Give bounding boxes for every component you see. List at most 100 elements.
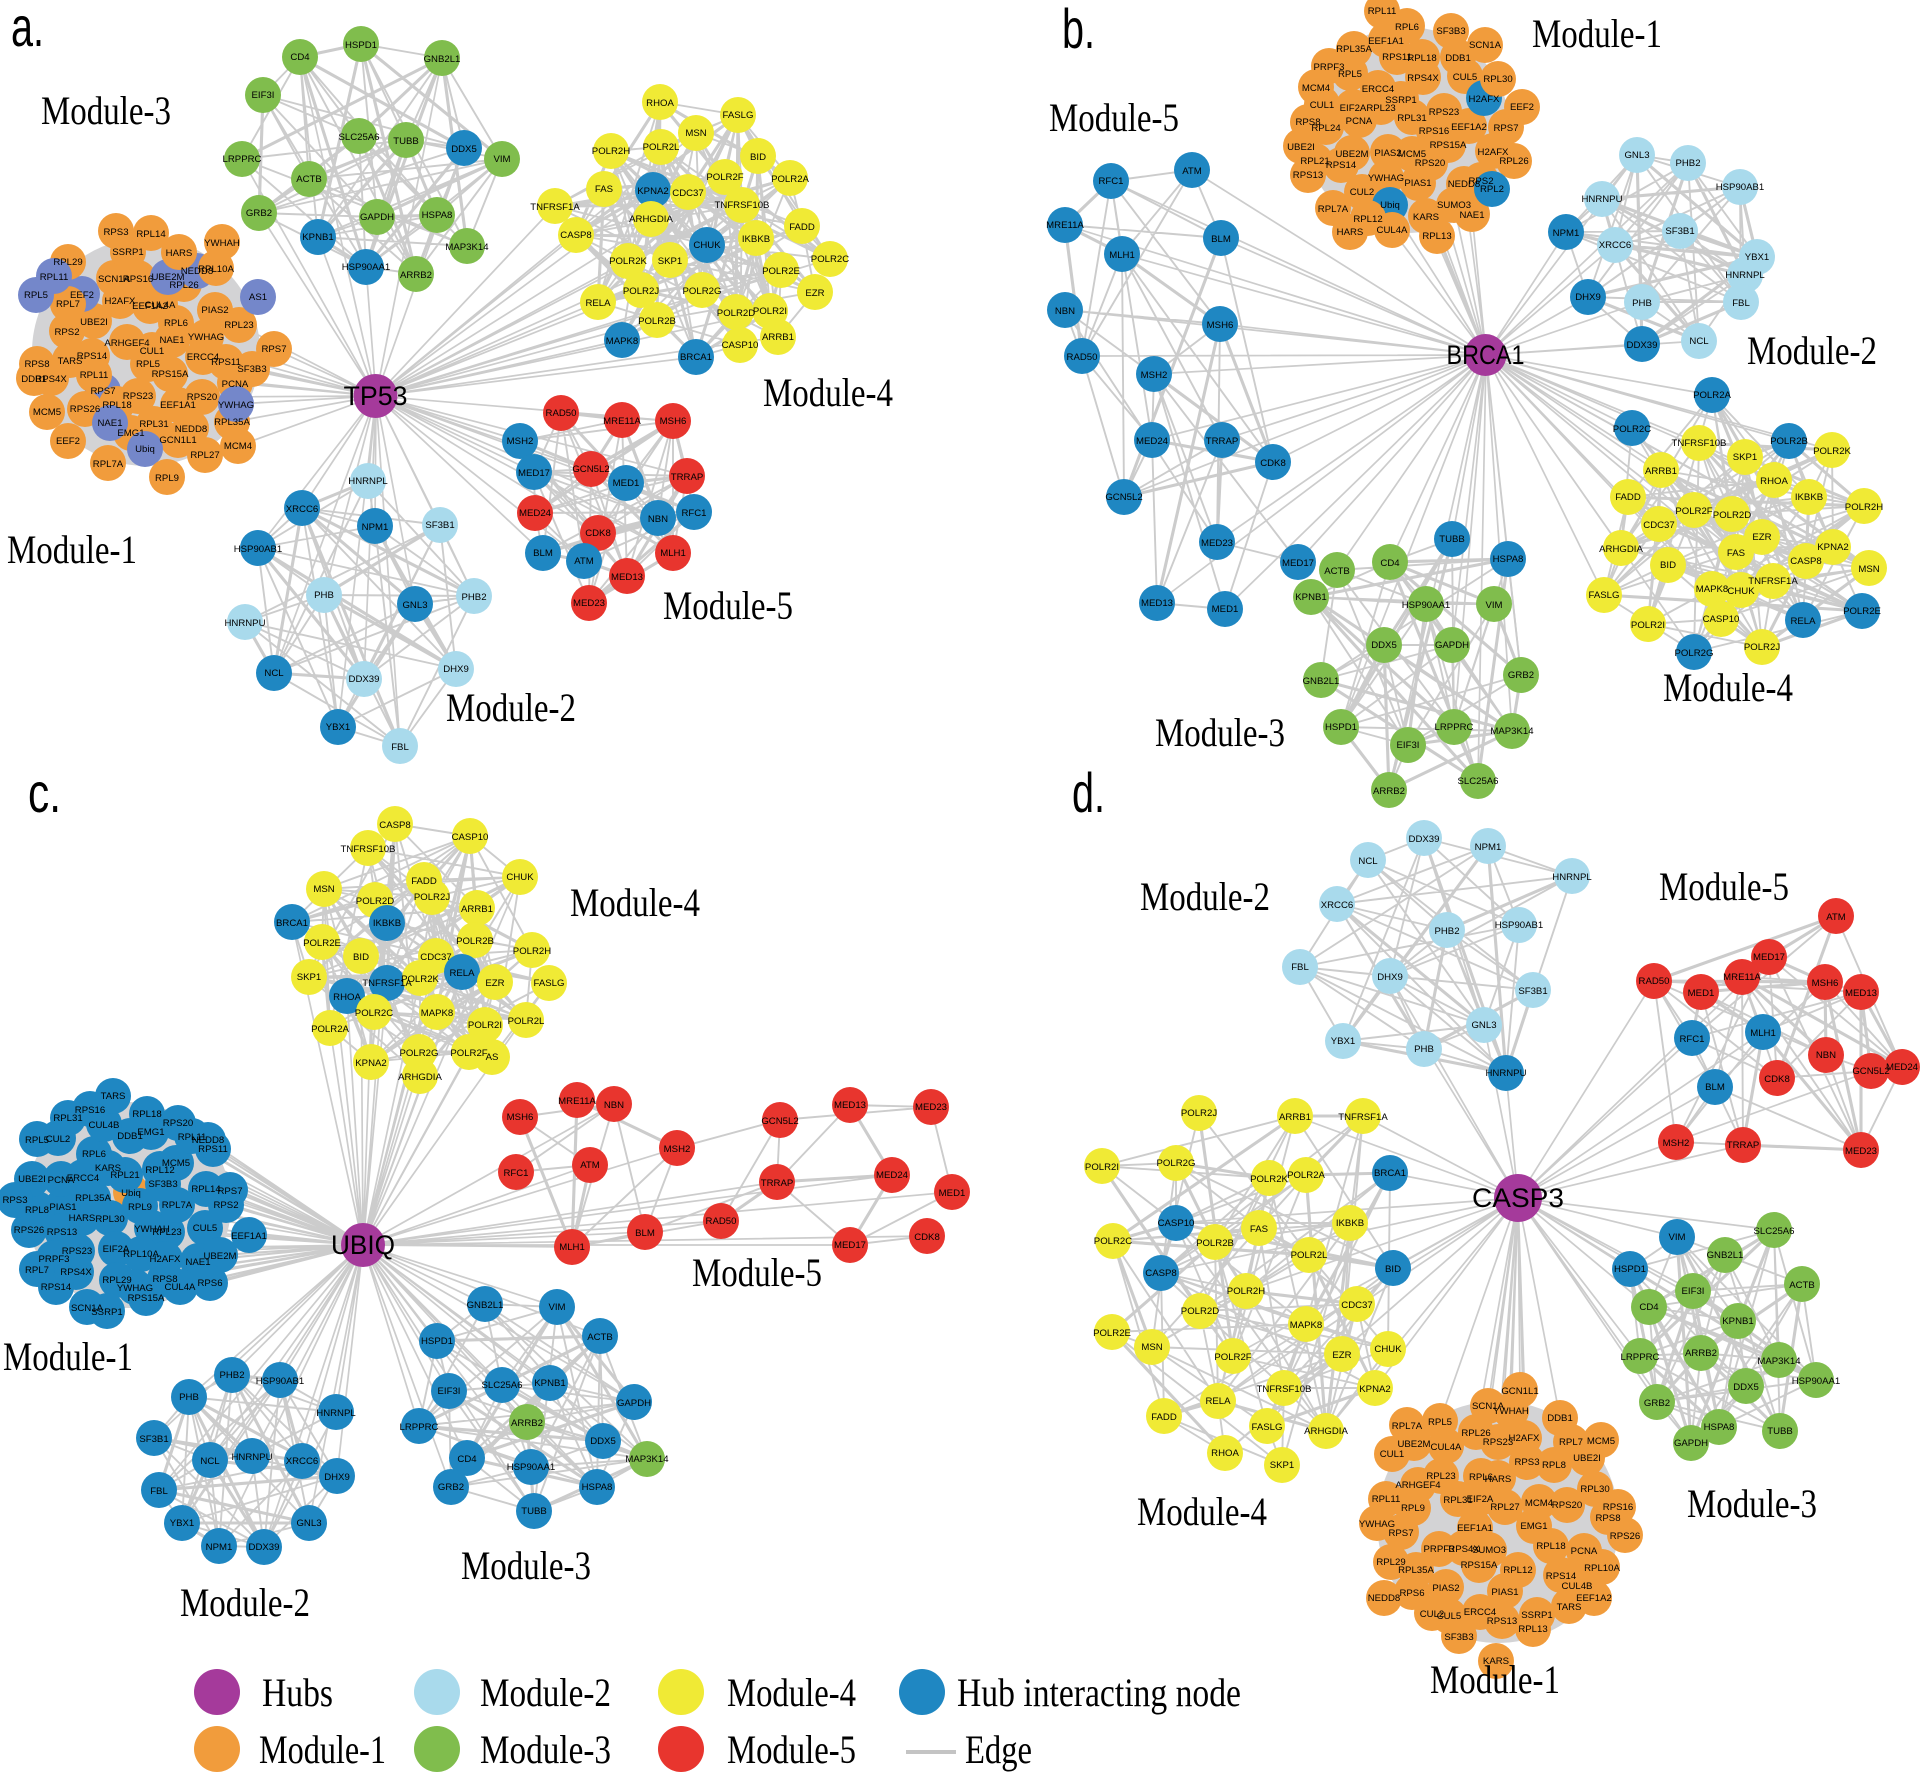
svg-text:ARRB2: ARRB2 [400, 270, 432, 281]
svg-text:RPS15A: RPS15A [1430, 140, 1467, 151]
svg-text:PHB: PHB [1414, 1044, 1434, 1055]
svg-text:PHB: PHB [314, 590, 334, 601]
svg-text:MSH6: MSH6 [660, 416, 687, 427]
svg-text:PHB: PHB [179, 1392, 199, 1403]
svg-text:POLR2F: POLR2F [1675, 506, 1712, 517]
svg-text:SKP1: SKP1 [1270, 1460, 1295, 1471]
svg-text:UBE2M: UBE2M [1397, 1439, 1430, 1450]
svg-text:HNRNPU: HNRNPU [1581, 194, 1622, 205]
svg-text:VIM: VIM [493, 154, 510, 165]
svg-text:H2AFX: H2AFX [105, 296, 137, 307]
svg-text:CASP8: CASP8 [1145, 1268, 1176, 1279]
svg-text:BID: BID [1660, 560, 1676, 571]
svg-text:MED1: MED1 [1212, 604, 1239, 615]
svg-text:RPS16: RPS16 [75, 1105, 105, 1116]
svg-text:RPL2: RPL2 [1480, 184, 1504, 195]
svg-text:MCM4: MCM4 [1302, 83, 1331, 94]
svg-text:EEF1A1: EEF1A1 [1368, 36, 1404, 47]
svg-text:SSRP1: SSRP1 [1385, 95, 1416, 106]
svg-text:HNRNPL: HNRNPL [348, 476, 388, 487]
svg-text:EZR: EZR [1332, 1350, 1351, 1361]
svg-text:RHOA: RHOA [1760, 476, 1788, 487]
svg-text:Module-1: Module-1 [259, 1727, 386, 1772]
svg-text:GAPDH: GAPDH [360, 212, 394, 223]
svg-text:PCNA: PCNA [1571, 1546, 1598, 1557]
svg-text:DDB1: DDB1 [21, 374, 47, 385]
svg-text:CDC37: CDC37 [420, 952, 451, 963]
svg-text:NEDD8: NEDD8 [175, 424, 208, 435]
svg-text:UBE2I: UBE2I [80, 317, 108, 328]
svg-text:DHX9: DHX9 [1377, 972, 1403, 983]
svg-text:Module-1: Module-1 [1532, 11, 1662, 56]
svg-text:ARRB2: ARRB2 [1685, 1348, 1717, 1359]
svg-text:RPL5: RPL5 [1428, 1417, 1452, 1428]
svg-text:GCN1L1: GCN1L1 [159, 435, 196, 446]
svg-text:RPL14: RPL14 [191, 1184, 221, 1195]
svg-text:POLR2K: POLR2K [1813, 446, 1851, 457]
svg-text:RPS6: RPS6 [197, 1278, 222, 1289]
svg-text:CDC37: CDC37 [1643, 520, 1674, 531]
svg-text:RAD50: RAD50 [1639, 976, 1670, 987]
svg-text:NEDD8: NEDD8 [1368, 1593, 1401, 1604]
svg-text:DHX9: DHX9 [1575, 292, 1601, 303]
svg-text:KPNB1: KPNB1 [534, 1378, 565, 1389]
svg-text:CASP10: CASP10 [1158, 1218, 1195, 1229]
svg-text:TNFRSF1A: TNFRSF1A [1748, 576, 1798, 587]
svg-text:BLM: BLM [635, 1228, 655, 1239]
svg-text:RPL24: RPL24 [1311, 123, 1341, 134]
svg-text:AS1: AS1 [249, 292, 267, 303]
svg-text:HSP90AA1: HSP90AA1 [342, 262, 391, 273]
svg-text:MSH2: MSH2 [1141, 370, 1168, 381]
svg-text:POLR2G: POLR2G [1675, 648, 1714, 659]
svg-text:MSN: MSN [685, 128, 706, 139]
svg-text:TNFRSF1A: TNFRSF1A [1338, 1112, 1388, 1123]
svg-text:POLR2G: POLR2G [683, 286, 722, 297]
svg-text:RPS14: RPS14 [1326, 160, 1357, 171]
svg-text:TNFRSF1A: TNFRSF1A [362, 978, 412, 989]
svg-text:YWHAH: YWHAH [134, 1224, 170, 1235]
svg-text:RPL18: RPL18 [1407, 53, 1436, 64]
svg-text:NPM1: NPM1 [362, 522, 389, 533]
svg-text:RPS15A: RPS15A [128, 1293, 165, 1304]
svg-text:CHUK: CHUK [693, 240, 721, 251]
svg-text:POLR2F: POLR2F [706, 172, 743, 183]
svg-text:PHB2: PHB2 [1675, 158, 1700, 169]
svg-text:CASP8: CASP8 [1790, 556, 1821, 567]
svg-text:KPNA2: KPNA2 [355, 1058, 386, 1069]
svg-text:SLC25A6: SLC25A6 [1753, 1226, 1794, 1237]
svg-text:GNB2L1: GNB2L1 [467, 1300, 504, 1311]
svg-text:MSN: MSN [1141, 1342, 1162, 1353]
svg-text:VIM: VIM [1668, 1232, 1685, 1243]
svg-text:b.: b. [1062, 0, 1095, 60]
svg-text:RPL12: RPL12 [1353, 214, 1382, 225]
svg-text:HSPA8: HSPA8 [422, 210, 453, 221]
svg-text:ARHGDIA: ARHGDIA [1304, 1426, 1348, 1437]
svg-text:ARHGDIA: ARHGDIA [629, 214, 673, 225]
svg-text:HARS: HARS [1485, 1474, 1512, 1485]
svg-text:PIAS2: PIAS2 [1432, 1583, 1459, 1594]
svg-text:TRRAP: TRRAP [671, 472, 704, 483]
svg-text:YBX1: YBX1 [326, 722, 351, 733]
svg-text:RELA: RELA [449, 968, 475, 979]
svg-text:RPL10A: RPL10A [1584, 1563, 1620, 1574]
svg-text:GNB2L1: GNB2L1 [1303, 676, 1340, 687]
svg-text:GRB2: GRB2 [438, 1482, 464, 1493]
svg-text:GRB2: GRB2 [1644, 1398, 1670, 1409]
svg-text:RAD50: RAD50 [546, 408, 577, 419]
svg-text:TNFRSF10B: TNFRSF10B [1672, 438, 1727, 449]
svg-text:FASLG: FASLG [1252, 1422, 1283, 1433]
svg-text:SF3B3: SF3B3 [237, 364, 266, 375]
svg-text:CUL4B: CUL4B [1562, 1581, 1593, 1592]
svg-text:POLR2F: POLR2F [450, 1048, 487, 1059]
svg-text:Module-4: Module-4 [1137, 1489, 1267, 1534]
svg-text:MED17: MED17 [1282, 558, 1314, 569]
svg-text:MCM5: MCM5 [162, 1158, 190, 1169]
svg-text:RPL12: RPL12 [145, 1165, 174, 1176]
svg-text:GCN1L1: GCN1L1 [1501, 1386, 1538, 1397]
svg-text:EIF3I: EIF3I [1397, 740, 1420, 751]
svg-text:RPS4X: RPS4X [35, 374, 67, 385]
svg-text:HSPA8: HSPA8 [582, 1482, 613, 1493]
svg-text:IKBKB: IKBKB [742, 234, 770, 245]
svg-text:TUBB: TUBB [1767, 1426, 1793, 1437]
svg-text:RPS20: RPS20 [163, 1118, 193, 1129]
